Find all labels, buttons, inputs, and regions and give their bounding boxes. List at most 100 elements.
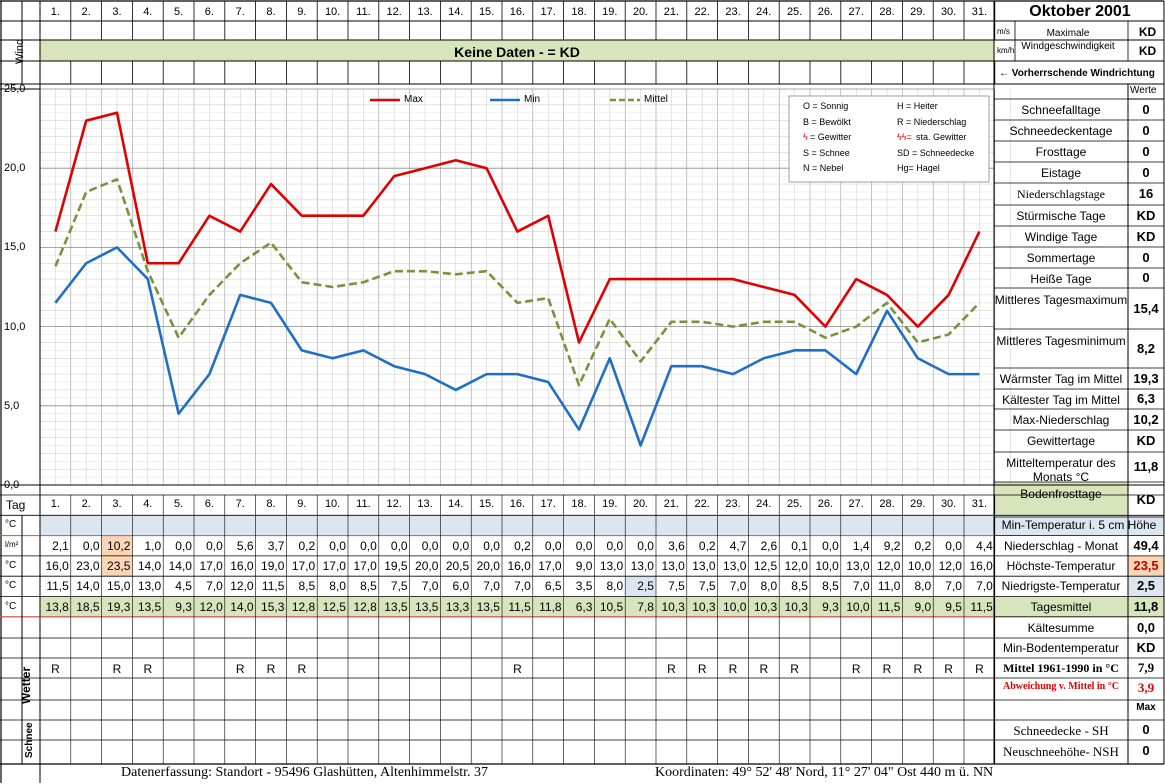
key-entry: R = Niederschlag <box>897 116 967 127</box>
day-label: 3. <box>112 6 122 18</box>
unit-label: °C <box>5 559 17 571</box>
day-label: 29. <box>910 6 926 18</box>
day-label: 17. <box>540 6 556 18</box>
key-entry: = Gewitter <box>810 132 852 142</box>
day-label: 16. <box>509 6 526 18</box>
table-cell: 10,5 <box>599 599 624 614</box>
stat-value: KD <box>1136 491 1156 507</box>
table-cell: 12,0 <box>230 579 254 594</box>
table-cell: 7,5 <box>390 579 408 594</box>
day-label: 13. <box>417 6 433 18</box>
table-cell: 14,0 <box>230 599 254 614</box>
table-cell: 0,0 <box>822 538 839 553</box>
table-cell: 7,8 <box>637 599 654 614</box>
day-label: 24. <box>756 498 772 510</box>
table-cell: 3,6 <box>668 538 685 553</box>
day-label: 19. <box>602 498 618 510</box>
day-label: 2. <box>81 6 91 18</box>
day-label: 8. <box>266 498 276 510</box>
wetter-cell: R <box>143 662 153 676</box>
unit-label: °C <box>5 600 17 612</box>
y-tick-label: 20,0 <box>4 162 26 175</box>
day-label: 20. <box>632 498 649 510</box>
table-cell: 10,3 <box>692 599 716 614</box>
stat-value: KD <box>1136 207 1156 223</box>
stat-value: 0 <box>1142 143 1150 159</box>
stat-label: Wärmster Tag im Mittel <box>999 372 1123 386</box>
extra-value: KD <box>1136 640 1156 655</box>
table-cell: 12,8 <box>291 599 316 614</box>
wind-section-label: Wind <box>14 38 26 64</box>
y-tick-label: 0,0 <box>4 479 20 491</box>
y-tick-label: 10,0 <box>4 320 26 333</box>
stat-value: 0 <box>1142 101 1150 117</box>
wind-unit-ms: m/s <box>997 27 1010 36</box>
table-cell: 10,0 <box>723 599 747 614</box>
table-cell: 16,0 <box>969 558 993 573</box>
day-label: 19. <box>602 6 618 18</box>
day-label: 23. <box>725 6 741 18</box>
day-label: 22. <box>694 6 710 18</box>
key-entry: SD = Schneedecke <box>897 147 975 158</box>
table-cell: 17,0 <box>291 558 316 573</box>
wetter-cell: R <box>112 662 122 676</box>
stat-value: 0 <box>1142 122 1150 138</box>
day-label: 28. <box>879 6 895 18</box>
extra-label: Kältesumme <box>1027 621 1095 635</box>
table-cell: 9,2 <box>883 538 901 553</box>
table-cell: 2,1 <box>52 538 69 553</box>
table-cell: 13,0 <box>723 558 747 573</box>
day-label: 8. <box>266 6 276 18</box>
table-cell: 0,2 <box>698 538 716 553</box>
table-cell: 12,5 <box>322 599 346 614</box>
key-entry: H = Heiter <box>897 101 938 111</box>
y-tick-label: 5,0 <box>4 399 20 412</box>
schnee-row-value: 0 <box>1142 743 1150 758</box>
wind-banner: Keine Daten - = KD <box>454 44 580 60</box>
day-label: 4. <box>143 6 153 18</box>
stat-value: 10,2 <box>1133 411 1159 427</box>
stat-label: Schneedeckentage <box>1009 124 1113 138</box>
stat-value: 11,8 <box>1133 459 1159 474</box>
table-cell: 17,0 <box>538 558 562 573</box>
table-cell: 13,5 <box>476 599 500 614</box>
extra-value: 7,9 <box>1137 660 1155 675</box>
wetter-cell: R <box>728 662 738 676</box>
row-value: 2,5 <box>1136 578 1156 594</box>
stat-value: KD <box>1136 433 1156 448</box>
stat-label: Windige Tage <box>1024 230 1098 244</box>
day-label: 22. <box>694 498 710 510</box>
table-cell: 12,0 <box>877 558 901 573</box>
table-cell: 23,5 <box>107 558 131 573</box>
table-cell: 11,5 <box>261 579 285 594</box>
table-cell: 0,0 <box>452 538 470 553</box>
unit-label: l/m² <box>5 539 19 549</box>
wind-direction-label: ← Vorherrschende Windrichtung <box>999 68 1155 79</box>
day-label: 9. <box>297 498 307 510</box>
wetter-cell: R <box>851 662 861 676</box>
table-cell: 0,0 <box>175 538 192 553</box>
table-cell: 11,0 <box>877 579 901 594</box>
day-label: 15. <box>478 498 495 510</box>
wetter-cell: R <box>297 662 307 676</box>
table-cell: 14,0 <box>137 558 162 573</box>
day-label: 31. <box>971 498 988 510</box>
wetter-cell: R <box>266 662 276 676</box>
stat-value: 0 <box>1142 270 1150 285</box>
table-cell: 7,0 <box>852 579 870 594</box>
wetter-cell: R <box>697 662 707 676</box>
unit-label: °C <box>5 519 17 531</box>
extra-label: Abweichung v. Mittel in °C <box>1003 681 1119 692</box>
table-cell: 0,0 <box>637 538 654 553</box>
row-label: Min-Temperatur i. 5 cm Höhe <box>1001 518 1157 533</box>
legend-label-min: Min <box>524 94 541 105</box>
table-cell: 1,0 <box>144 538 162 553</box>
table-cell: 19,3 <box>107 599 131 614</box>
day-label: 12. <box>386 498 402 510</box>
wetter-label: Wetter <box>19 666 33 704</box>
wetter-cell: R <box>944 662 953 676</box>
day-label: 27. <box>848 6 864 18</box>
table-cell: 3,7 <box>267 538 285 553</box>
row-label: Höchste-Temperatur <box>1006 558 1116 573</box>
table-cell: 13,0 <box>137 579 162 594</box>
